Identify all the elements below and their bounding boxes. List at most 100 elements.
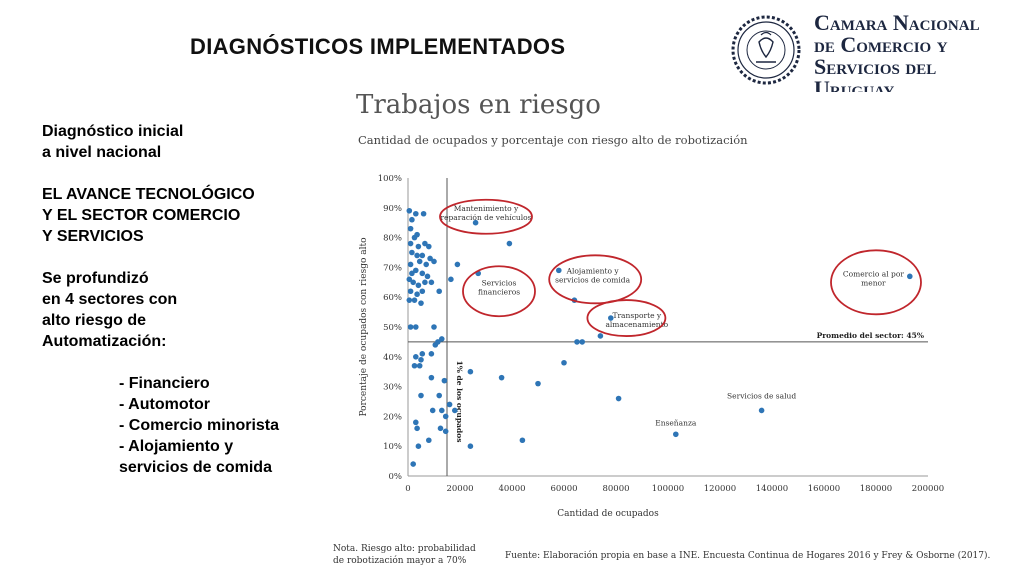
data-point xyxy=(431,258,437,265)
y-tick-label: 0% xyxy=(389,472,403,482)
chart-title: Trabajos en riesgo xyxy=(356,90,601,120)
data-point xyxy=(420,210,427,217)
data-point xyxy=(758,407,765,414)
annotation-label: financieros xyxy=(478,287,520,296)
y-tick-label: 40% xyxy=(383,353,402,363)
data-point xyxy=(535,380,541,387)
data-point xyxy=(673,431,679,438)
data-point xyxy=(419,288,426,295)
logo-text-line: Uruguay xyxy=(814,76,895,93)
y-tick-label: 30% xyxy=(383,383,402,393)
data-point xyxy=(423,261,430,268)
data-point xyxy=(407,288,414,295)
data-point xyxy=(411,297,418,303)
y-tick-label: 80% xyxy=(383,234,402,244)
deepened-line: Se profundizó xyxy=(42,270,149,287)
data-point xyxy=(556,267,562,274)
data-point xyxy=(424,273,431,280)
y-tick-label: 50% xyxy=(383,323,402,333)
data-point xyxy=(442,413,449,420)
data-point xyxy=(415,243,422,250)
note-line: de robotización mayor a 70% xyxy=(333,556,467,566)
highlight-ellipse xyxy=(586,299,667,337)
left-text-panel: Diagnóstico inicial a nivel nacional EL … xyxy=(42,121,279,478)
x-tick-label: 80000 xyxy=(602,484,629,494)
data-point xyxy=(418,356,424,363)
data-point xyxy=(406,207,413,214)
data-point xyxy=(422,240,428,247)
intro-line: Diagnóstico inicial xyxy=(42,123,184,140)
annotation-label: Servicios xyxy=(482,278,517,287)
data-point xyxy=(615,395,622,402)
data-point xyxy=(428,374,435,381)
annotation-label: reparación de vehículos xyxy=(440,213,531,222)
data-point xyxy=(428,279,435,286)
data-point xyxy=(432,342,439,348)
source-note: Fuente: Elaboración propia en base a INE… xyxy=(505,551,991,561)
x-tick-label: 0 xyxy=(405,484,410,494)
data-point xyxy=(410,461,417,467)
data-point xyxy=(431,324,437,330)
data-point xyxy=(436,392,443,399)
y-tick-label: 10% xyxy=(383,442,402,452)
data-point xyxy=(422,279,428,286)
x-tick-label: 100000 xyxy=(652,484,684,494)
highlight-ellipse xyxy=(548,254,643,305)
data-point xyxy=(415,443,422,450)
data-point xyxy=(454,261,461,268)
data-point xyxy=(439,407,445,414)
data-point xyxy=(426,437,432,444)
data-point xyxy=(429,407,436,414)
annotation-label: Servicios de salud xyxy=(727,392,796,401)
data-point xyxy=(414,425,420,432)
x-tick-label: 60000 xyxy=(550,484,577,494)
sector-item: - Comercio minorista xyxy=(119,417,280,434)
logo-text: Camara Nacional de Comercio y Servicios … xyxy=(814,10,980,93)
data-point xyxy=(574,339,580,345)
data-point xyxy=(406,297,413,303)
data-point xyxy=(409,270,415,277)
data-point xyxy=(439,336,445,342)
data-point xyxy=(413,210,419,217)
logo-text-line: Camara Nacional xyxy=(814,10,980,35)
data-point xyxy=(409,216,415,223)
data-point xyxy=(446,401,453,408)
data-point xyxy=(414,291,420,298)
data-point xyxy=(407,324,414,330)
data-point xyxy=(427,255,433,262)
highlight-ellipse xyxy=(439,198,533,235)
highlight-ellipse xyxy=(462,265,536,318)
data-point xyxy=(448,276,454,283)
x-axis-label: Cantidad de ocupados xyxy=(557,509,659,519)
annotation-label: almacenamiento xyxy=(605,320,668,329)
data-point xyxy=(608,315,614,321)
annotation-label: Mantenimiento y xyxy=(454,204,519,213)
x-tick-label: 40000 xyxy=(498,484,525,494)
note-robotization: Nota. Riesgo alto: probabilidad de robot… xyxy=(333,543,476,567)
chamber-seal-icon xyxy=(731,15,801,85)
data-point xyxy=(409,249,415,256)
y-axis-label: Porcentaje de ocupados con riesgo alto xyxy=(359,237,369,416)
data-point xyxy=(411,362,418,369)
sector-list: - Financiero - Automotor - Comercio mino… xyxy=(119,373,279,478)
data-point xyxy=(419,252,426,259)
sector-item: - Financiero xyxy=(119,375,210,392)
data-point xyxy=(467,443,474,450)
data-point xyxy=(498,374,505,381)
data-point xyxy=(415,282,422,289)
x-tick-label: 200000 xyxy=(912,484,944,494)
chart-subtitle: Cantidad de ocupados y porcentaje con ri… xyxy=(358,133,748,147)
chamber-logo: Camara Nacional de Comercio y Servicios … xyxy=(730,6,1010,92)
data-point xyxy=(442,428,449,435)
data-point xyxy=(467,368,474,375)
data-point xyxy=(416,258,423,265)
intro-block: Diagnóstico inicial a nivel nacional xyxy=(42,121,279,163)
data-point xyxy=(907,273,913,280)
data-point xyxy=(472,219,479,226)
annotation-label: Comercio al por xyxy=(843,269,904,278)
y-tick-label: 100% xyxy=(378,174,402,184)
theme-block: EL AVANCE TECNOLÓGICO Y EL SECTOR COMERC… xyxy=(42,184,279,247)
annotation-label: servicios de comida xyxy=(555,275,631,284)
one-percent-label: 1% de los ocupados xyxy=(455,361,464,443)
